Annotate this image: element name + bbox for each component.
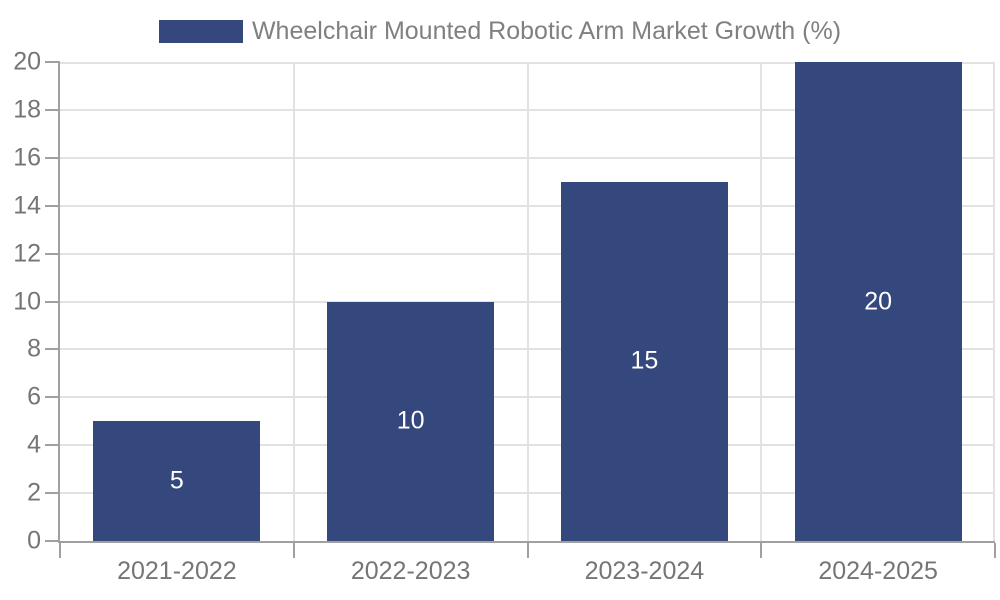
- y-tick-label-12: 12: [13, 239, 41, 268]
- x-tick-mark-1: [292, 543, 295, 558]
- legend-swatch: [158, 20, 243, 43]
- y-tick-label-8: 8: [27, 334, 41, 363]
- y-tick-label-4: 4: [27, 430, 41, 459]
- y-tick-label-20: 20: [13, 47, 41, 76]
- bar-value-label-2022-2023: 10: [396, 406, 425, 435]
- x-tick-mark-3: [760, 543, 763, 558]
- bar-value-label-2023-2024: 15: [630, 346, 659, 375]
- bar-2021-2022: 5: [93, 421, 261, 541]
- gridline-vertical-3: [760, 62, 763, 541]
- gridline-vertical-1: [292, 62, 295, 541]
- y-tick-label-6: 6: [27, 382, 41, 411]
- y-tick-label-0: 0: [27, 526, 41, 555]
- y-tick-label-16: 16: [13, 143, 41, 172]
- bar-value-label-2024-2025: 20: [864, 287, 893, 315]
- y-tick-label-18: 18: [13, 95, 41, 124]
- x-tick-mark-0: [59, 543, 61, 558]
- legend-label: Wheelchair Mounted Robotic Arm Market Gr…: [251, 17, 842, 45]
- bar-2023-2024: 15: [560, 181, 728, 541]
- gridline-vertical-2: [526, 62, 529, 541]
- x-tick-label-2022-2023: 2022-2023: [350, 557, 471, 585]
- plot-area: 5 10 15 20: [58, 62, 995, 543]
- x-tick-label-2023-2024: 2023-2024: [584, 557, 705, 585]
- y-tick-label-10: 10: [13, 287, 41, 315]
- x-tick-mark-2: [526, 543, 529, 558]
- y-tick-label-2: 2: [27, 478, 41, 507]
- x-tick-mark-4: [994, 543, 996, 558]
- gridline-vertical-4: [993, 62, 995, 541]
- legend: Wheelchair Mounted Robotic Arm Market Gr…: [0, 17, 1000, 46]
- bar-2024-2025: 20: [794, 62, 962, 541]
- y-tick-label-14: 14: [13, 191, 41, 220]
- x-tick-label-2024-2025: 2024-2025: [818, 557, 938, 585]
- bar-2022-2023: 10: [327, 301, 495, 541]
- x-tick-label-2021-2022: 2021-2022: [117, 557, 237, 585]
- bar-value-label-2021-2022: 5: [169, 466, 184, 495]
